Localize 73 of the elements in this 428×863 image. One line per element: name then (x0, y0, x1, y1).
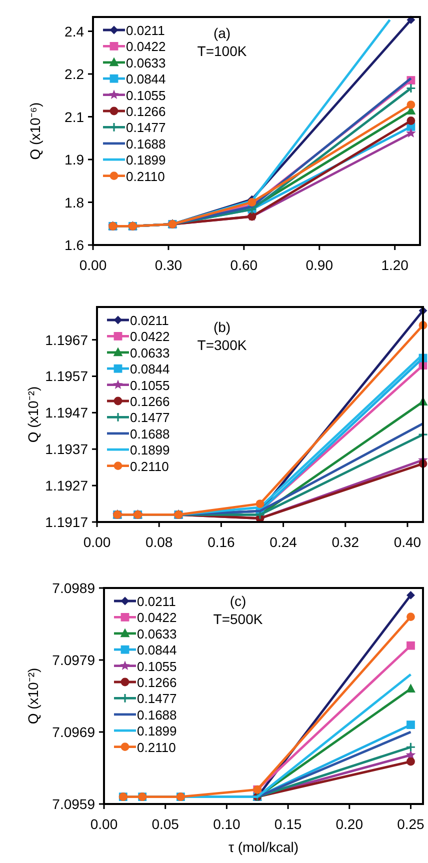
x-tick-label: 0.08 (145, 534, 173, 550)
annotation: (a) (213, 25, 231, 41)
x-tick-label: 0.20 (336, 816, 364, 832)
y-tick-label: 7.0989 (52, 580, 96, 596)
y-tick-label: 1.1937 (45, 441, 88, 458)
legend-label: 0.1899 (137, 724, 177, 739)
y-tick-label: 1.1917 (45, 514, 88, 530)
y-tick-label: 1.1927 (45, 478, 88, 494)
legend-label: 0.0633 (126, 55, 166, 70)
legend-label: 0.0422 (130, 329, 170, 344)
x-tick-label: 0.90 (306, 257, 334, 273)
y-tick-label: 2.1 (64, 108, 84, 125)
legend-label: 0.0422 (137, 610, 177, 626)
x-tick-label: 0.32 (332, 534, 360, 550)
y-tick-label: 1.8 (64, 194, 84, 210)
y-tick-label: 1.1967 (45, 332, 88, 348)
annotation: (c) (230, 593, 246, 609)
y-axis-title: Q (x10⁻⁶) (27, 102, 43, 160)
legend-label: 0.1477 (126, 120, 166, 136)
y-tick-label: 7.0979 (52, 652, 96, 668)
y-axis-title: Q (x10⁻²) (25, 668, 41, 724)
y-tick-label: 1.9 (64, 152, 84, 168)
legend-label: 0.1266 (130, 394, 170, 409)
legend-label: 0.1899 (130, 442, 170, 458)
y-tick-label: 1.1957 (45, 368, 88, 384)
legend-label: 0.1477 (130, 410, 170, 426)
legend-label: 0.1899 (126, 152, 166, 168)
legend-label: 0.2110 (137, 740, 176, 755)
legend-label: 0.1688 (126, 136, 166, 152)
x-tick-label: 0.30 (154, 257, 182, 273)
x-axis-title: τ (mol/kcal) (228, 839, 299, 855)
y-tick-label: 1.1947 (45, 404, 88, 421)
legend-label: 0.2110 (130, 458, 169, 474)
x-tick-label: 0.40 (394, 534, 422, 550)
legend-label: 0.0633 (137, 626, 177, 642)
x-tick-label: 0.25 (397, 816, 425, 832)
legend-label: 0.1477 (137, 691, 177, 706)
annotation: T=300K (197, 337, 248, 353)
x-tick-label: 0.24 (270, 534, 298, 550)
legend-label: 0.0633 (130, 345, 170, 360)
x-tick-label: 0.60 (230, 257, 258, 273)
y-axis-title: Q (x10⁻²) (25, 386, 41, 443)
legend-label: 0.0211 (126, 23, 165, 38)
legend-label: 0.1688 (130, 426, 170, 442)
legend-label: 0.0211 (137, 594, 176, 609)
y-tick-label: 7.0969 (52, 724, 96, 740)
x-tick-label: 0.00 (79, 257, 107, 273)
y-tick-label: 7.0959 (52, 796, 96, 812)
legend-label: 0.0211 (130, 313, 169, 328)
x-tick-label: 0.10 (213, 816, 241, 832)
legend-label: 0.1266 (126, 104, 166, 119)
x-tick-label: 1.20 (381, 257, 409, 273)
legend-label: 0.1055 (137, 658, 177, 674)
annotation: (b) (213, 319, 231, 335)
x-tick-label: 0.16 (208, 534, 236, 550)
legend-label: 0.1266 (137, 675, 177, 690)
annotation: T=100K (197, 43, 248, 59)
y-tick-label: 1.6 (64, 237, 84, 253)
legend-label: 0.0844 (130, 362, 170, 377)
x-tick-label: 0.00 (90, 816, 118, 832)
legend-label: 0.2110 (126, 168, 165, 184)
legend-label: 0.0422 (126, 39, 166, 54)
legend-label: 0.1055 (130, 378, 170, 393)
annotation: T=500K (213, 611, 264, 627)
x-tick-label: 0.05 (152, 816, 180, 832)
legend-label: 0.1688 (137, 707, 177, 722)
legend-label: 0.0844 (137, 642, 177, 658)
y-tick-label: 2.4 (64, 23, 84, 40)
legend-label: 0.0844 (126, 72, 166, 87)
x-tick-label: 0.15 (274, 816, 302, 832)
x-tick-label: 0.00 (83, 534, 111, 550)
legend-label: 0.1055 (126, 88, 166, 103)
y-tick-label: 2.2 (64, 66, 84, 82)
